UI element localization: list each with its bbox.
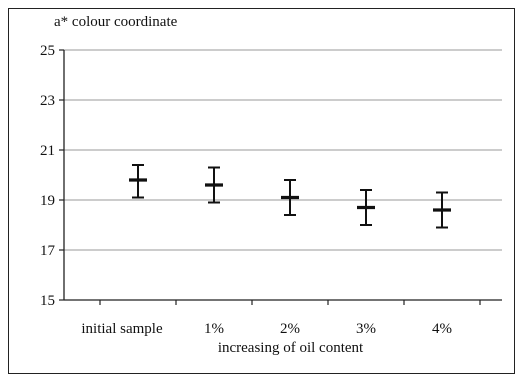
y-tick-label: 25 <box>40 43 55 59</box>
x-tick-label: 3% <box>356 321 376 337</box>
axes <box>59 49 502 305</box>
x-tick-label: 1% <box>204 321 224 337</box>
y-tick-label: 23 <box>40 93 55 109</box>
y-axis-title: a* colour coordinate <box>54 14 178 30</box>
y-tick-label: 21 <box>40 143 55 159</box>
data-marks <box>129 164 451 229</box>
x-tick-label: initial sample <box>81 321 163 337</box>
x-tick-label: 4% <box>432 321 452 337</box>
gridlines <box>64 49 502 251</box>
x-axis-title: increasing of oil content <box>0 340 525 357</box>
y-tick-label: 15 <box>40 293 55 309</box>
x-tick-label: 2% <box>280 321 300 337</box>
tick-labels: 15 17 19 21 23 25 initial sample 1% 2% 3% 4% <box>40 43 452 337</box>
y-tick-label: 17 <box>40 243 56 259</box>
chart-frame <box>8 8 515 374</box>
x-axis-title-text: increasing of oil content <box>217 340 364 356</box>
y-tick-label: 19 <box>40 193 55 209</box>
